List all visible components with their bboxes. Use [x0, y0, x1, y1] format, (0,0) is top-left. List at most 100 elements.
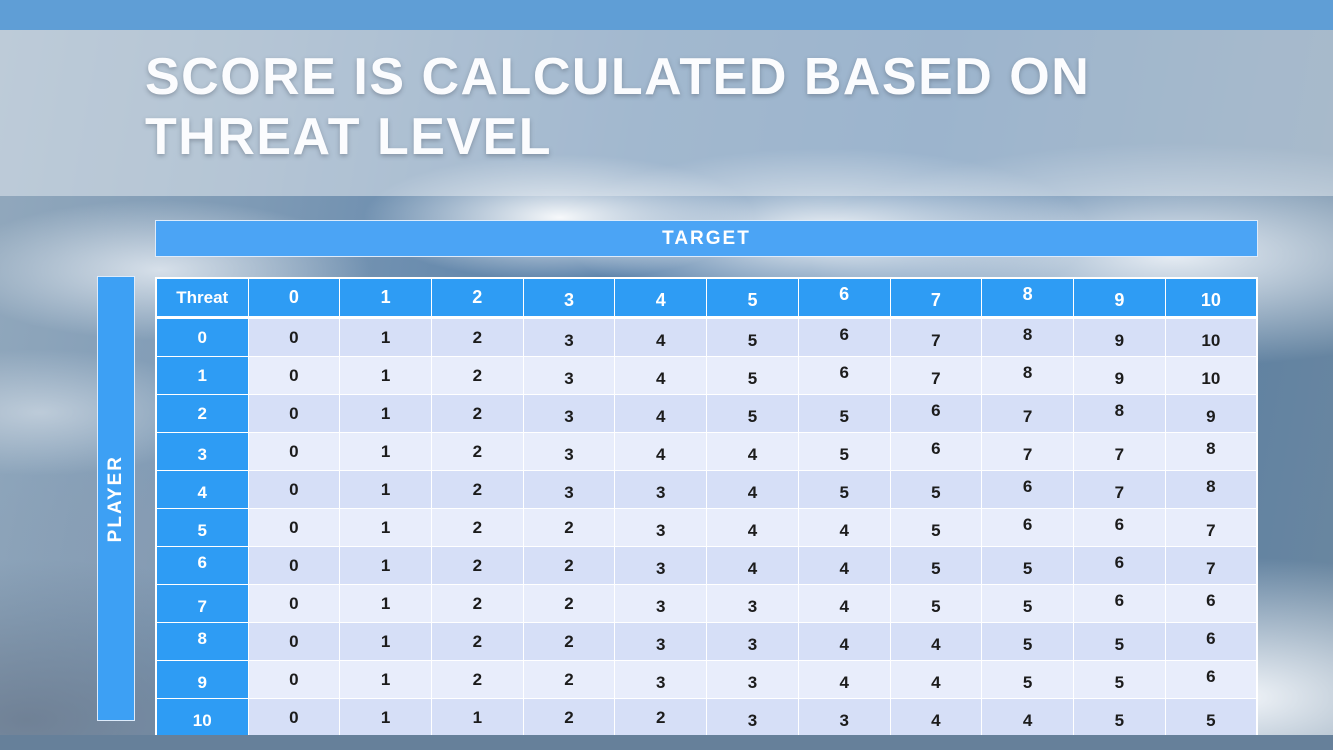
cell-value: 6 — [931, 400, 941, 420]
cell-value: 6 — [1022, 476, 1033, 496]
score-cell: 2 — [430, 317, 524, 357]
column-header-0: 0 — [247, 277, 341, 319]
cell-value: 0 — [289, 593, 299, 613]
score-cell: 5 — [981, 584, 1074, 623]
cell-value: 5 — [931, 482, 941, 502]
cell-value: 5 — [1114, 710, 1125, 730]
cell-value: 4 — [931, 672, 941, 692]
cell-value: 6 — [1022, 514, 1033, 534]
cell-value: 9 — [197, 672, 207, 692]
cell-value: 9 — [1206, 406, 1216, 426]
cell-value: 0 — [289, 517, 299, 537]
cell-value: 3 — [656, 482, 666, 502]
cell-value: 4 — [931, 710, 941, 730]
score-row-1: 1 0 1 2 3 4 5 6 7 8 9 10 — [155, 356, 1258, 395]
column-header-10: 10 — [1164, 277, 1258, 319]
cell-value: 10 — [192, 710, 212, 730]
cell-value: 1 — [380, 403, 391, 423]
score-cell: 6 — [1164, 660, 1258, 699]
score-cell: 6 — [889, 432, 983, 471]
score-cell: 5 — [797, 432, 891, 471]
score-cell: 2 — [430, 432, 524, 471]
cell-value: 1 — [380, 517, 391, 537]
cell-value: 5 — [839, 444, 849, 464]
score-cell: 0 — [247, 622, 341, 661]
cell-value: 1 — [380, 327, 391, 347]
cell-value: 4 — [747, 520, 758, 540]
score-cell: 5 — [706, 356, 799, 395]
top-accent-bar — [0, 0, 1333, 30]
score-cell: 4 — [706, 470, 799, 509]
row-header-threat-7: 7 — [155, 584, 249, 623]
cell-value: 5 — [1022, 558, 1033, 578]
score-matrix-body: 0 0 1 2 3 4 5 6 7 8 9 10 1 0 1 2 3 4 5 6 7 8 9 10 2 0 1 2 3 4 5 5 6 7 8 9 3 0… — [155, 317, 1258, 738]
score-cell: 5 — [981, 622, 1074, 661]
score-cell: 2 — [430, 584, 524, 623]
score-cell: 2 — [522, 546, 616, 585]
cell-value: 3 — [747, 634, 758, 654]
cell-value: 5 — [747, 368, 758, 388]
row-header-threat-3: 3 — [155, 432, 249, 471]
cell-value: 2 — [472, 327, 483, 347]
score-cell: 1 — [430, 698, 524, 738]
cell-value: 8 — [1022, 284, 1033, 304]
score-cell: 4 — [706, 546, 799, 585]
cell-value: 5 — [1022, 596, 1033, 616]
cell-value: 2 — [472, 479, 483, 499]
score-cell: 2 — [430, 660, 524, 699]
score-cell: 1 — [339, 470, 432, 509]
cell-value: 5 — [1022, 672, 1033, 692]
cell-value: 3 — [747, 710, 758, 730]
cell-value: 4 — [656, 406, 666, 426]
cell-value: 2 — [472, 669, 483, 689]
cell-value: 1 — [380, 365, 391, 385]
score-cell: 1 — [339, 622, 432, 661]
column-header-4: 4 — [614, 277, 708, 319]
row-header-threat-0: 0 — [155, 317, 249, 357]
score-cell: 7 — [981, 432, 1074, 471]
score-cell: 2 — [522, 622, 616, 661]
cell-value: 2 — [564, 555, 574, 575]
cell-value: 2 — [472, 403, 483, 423]
cell-value: 3 — [656, 558, 666, 578]
score-cell: 2 — [430, 356, 524, 395]
score-row-5: 5 0 1 2 2 3 4 4 5 6 6 7 — [155, 508, 1258, 547]
score-row-4: 4 0 1 2 3 3 4 5 5 6 7 8 — [155, 470, 1258, 509]
cell-value: 1 — [380, 479, 391, 499]
cell-value: 4 — [1022, 710, 1033, 730]
cell-value: 8 — [1114, 400, 1125, 420]
score-cell: 1 — [339, 698, 432, 738]
score-row-0: 0 0 1 2 3 4 5 6 7 8 9 10 — [155, 317, 1258, 357]
score-cell: 5 — [981, 660, 1074, 699]
score-cell: 3 — [614, 470, 708, 509]
cell-value: 6 — [839, 362, 849, 382]
cell-value: 4 — [839, 634, 849, 654]
cell-value: 3 — [564, 482, 574, 502]
cell-value: 2 — [564, 517, 574, 537]
target-axis-label: TARGET — [662, 227, 751, 249]
score-cell: 1 — [339, 356, 432, 395]
row-header-threat-6: 6 — [155, 546, 249, 585]
score-cell: 4 — [797, 546, 891, 585]
score-cell: 8 — [981, 356, 1074, 395]
score-cell: 4 — [797, 622, 891, 661]
score-cell: 0 — [247, 660, 341, 699]
score-cell: 2 — [614, 698, 708, 738]
score-cell: 7 — [1072, 432, 1166, 471]
score-cell: 3 — [706, 584, 799, 623]
cell-value: 8 — [197, 628, 207, 648]
cell-value: 3 — [197, 444, 207, 464]
score-cell: 0 — [247, 432, 341, 471]
cell-value: 1 — [472, 707, 483, 727]
cell-value: 0 — [197, 327, 207, 347]
score-cell: 0 — [247, 394, 341, 433]
score-cell: 1 — [339, 660, 432, 699]
score-cell: 6 — [797, 356, 891, 395]
cell-value: 2 — [472, 441, 483, 461]
column-header-8: 8 — [981, 277, 1074, 319]
cell-value: 4 — [656, 368, 666, 388]
cell-value: 3 — [656, 596, 666, 616]
cell-value: 5 — [1114, 634, 1125, 654]
slide-title-line-1: SCORE IS CALCULATED BASED ON — [145, 48, 1091, 106]
score-cell: 4 — [797, 660, 891, 699]
